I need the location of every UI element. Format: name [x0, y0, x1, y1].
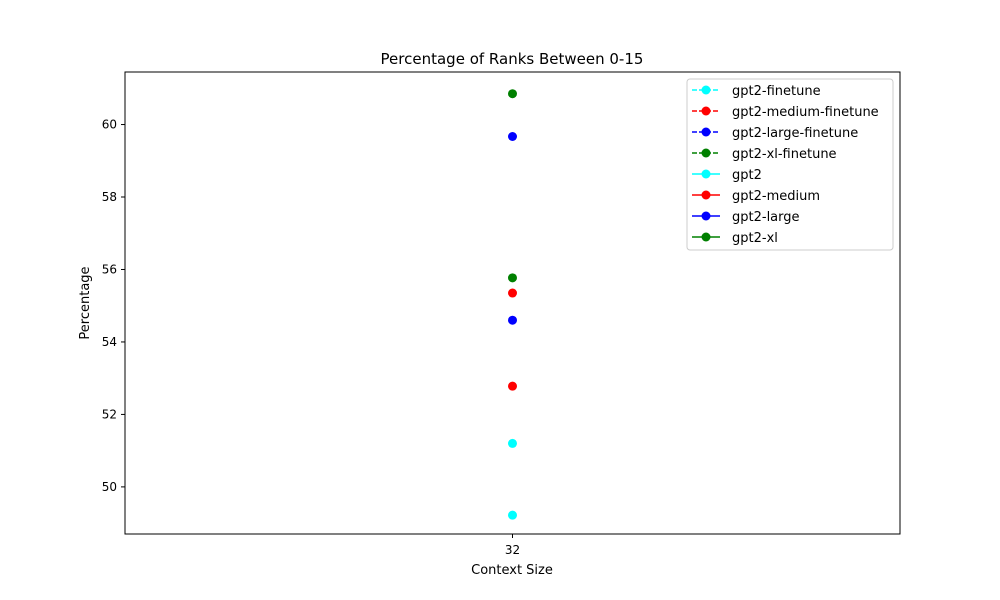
- y-axis-label: Percentage: [78, 266, 93, 339]
- legend-marker: [701, 190, 711, 200]
- data-point-gpt2-large-finetune: [508, 131, 517, 141]
- legend-label: gpt2-medium: [732, 189, 820, 204]
- data-point-gpt2-medium-finetune: [508, 288, 517, 298]
- legend-marker: [701, 232, 711, 242]
- chart-title: Percentage of Ranks Between 0-15: [381, 50, 644, 68]
- data-point-gpt2-xl: [508, 273, 517, 283]
- y-tick-label: 50: [102, 480, 117, 494]
- data-point-gpt2-finetune: [508, 438, 517, 448]
- legend-label: gpt2-large-finetune: [732, 126, 858, 141]
- y-tick-label: 54: [102, 335, 117, 349]
- y-tick-label: 58: [102, 190, 117, 204]
- legend-marker: [701, 169, 711, 179]
- legend: gpt2-finetune gpt2-medium-finetune gpt2-la…: [686, 78, 894, 251]
- legend-marker: [701, 85, 711, 95]
- y-tick-label: 52: [102, 407, 117, 421]
- data-point-gpt2-large: [508, 315, 517, 325]
- y-axis: 50 52 54 56 58 60: [102, 118, 125, 494]
- data-point-gpt2: [508, 510, 517, 520]
- x-axis: 32: [505, 534, 520, 557]
- data-points: [508, 89, 517, 520]
- data-point-gpt2-medium: [508, 381, 517, 391]
- x-axis-label: Context Size: [471, 563, 553, 578]
- x-tick-label: 32: [505, 543, 520, 557]
- legend-marker: [701, 106, 711, 116]
- y-tick-label: 56: [102, 262, 117, 276]
- y-tick-label: 60: [102, 118, 117, 132]
- legend-label: gpt2-xl-finetune: [732, 147, 837, 162]
- legend-label: gpt2-xl: [732, 231, 778, 246]
- legend-box: [686, 78, 894, 251]
- legend-marker: [701, 127, 711, 137]
- legend-marker: [701, 148, 711, 158]
- legend-marker: [701, 211, 711, 221]
- legend-label: gpt2-large: [732, 210, 800, 225]
- legend-label: gpt2: [732, 168, 762, 183]
- data-point-gpt2-xl-finetune: [508, 89, 517, 99]
- legend-label: gpt2-finetune: [732, 84, 821, 99]
- legend-label: gpt2-medium-finetune: [732, 105, 879, 120]
